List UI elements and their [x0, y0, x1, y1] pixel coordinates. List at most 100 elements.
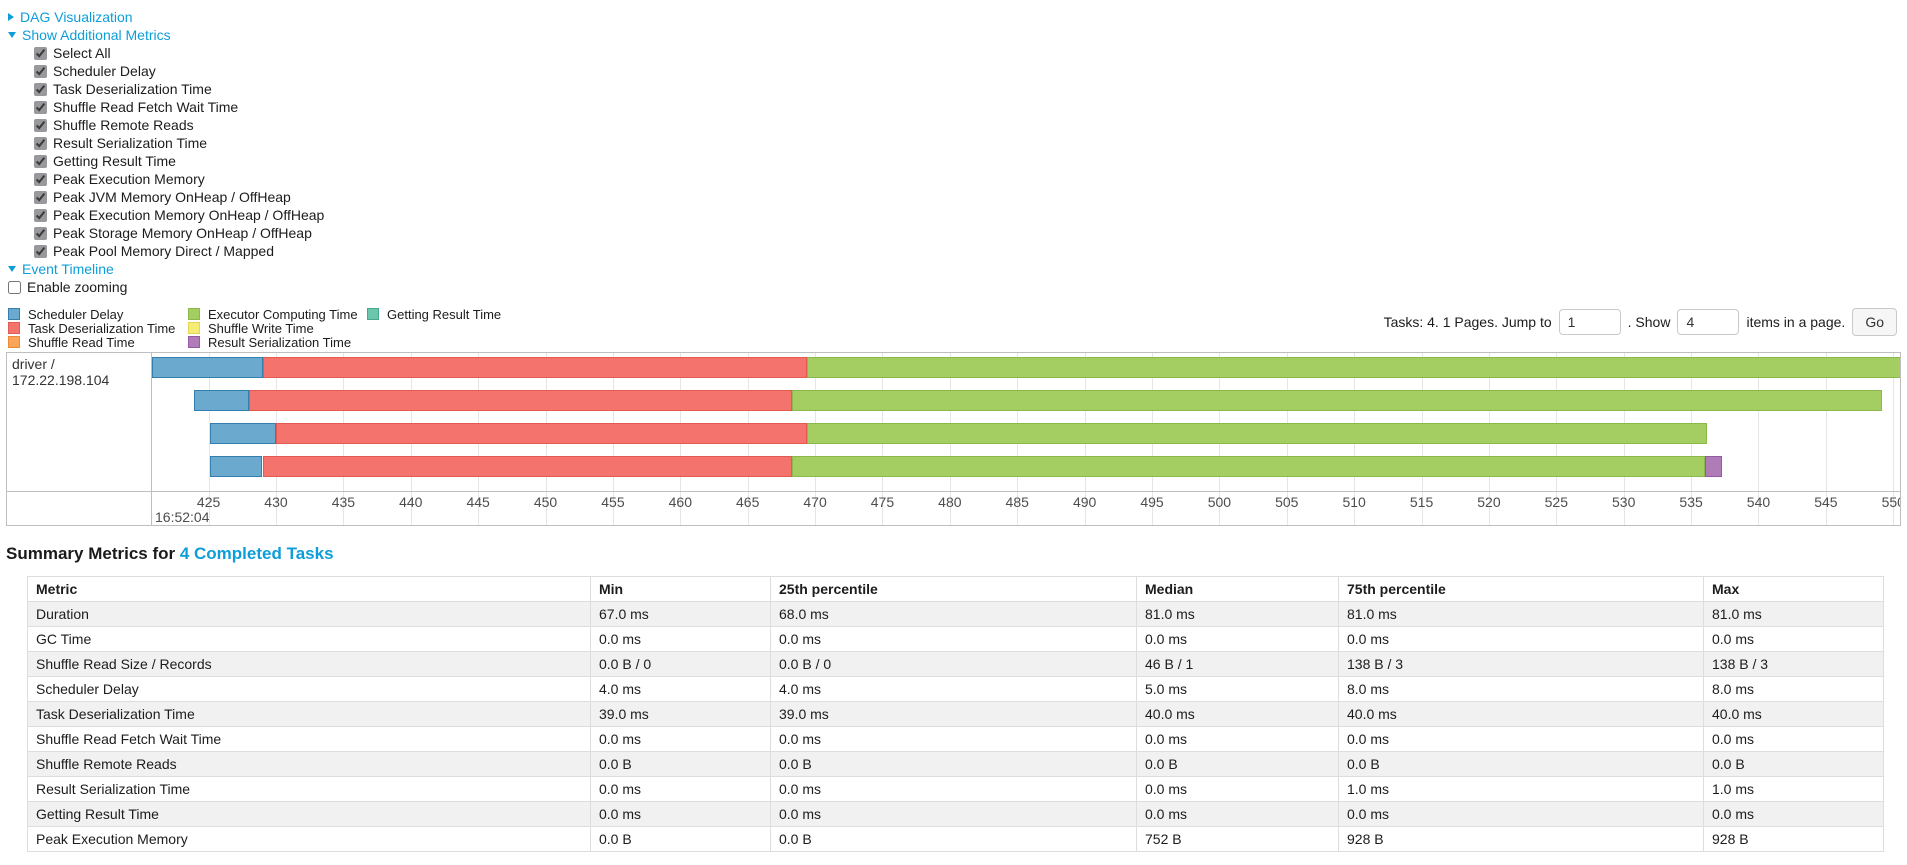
metric-checkbox[interactable]	[34, 136, 47, 150]
metric-checkbox-label: Scheduler Delay	[53, 63, 156, 79]
event-timeline-toggle[interactable]: Event Timeline	[8, 261, 114, 277]
shuffle-write-swatch-icon	[188, 322, 200, 334]
table-header-cell: Metric	[27, 576, 591, 602]
gridline	[1556, 353, 1558, 491]
legend-column: Scheduler Delay Task Deserialization Time…	[8, 307, 175, 350]
gridline	[1758, 353, 1760, 491]
metric-checkbox-row: Peak JVM Memory OnHeap / OffHeap	[8, 188, 1907, 206]
items-per-page-input[interactable]	[1677, 309, 1740, 335]
gridline	[1084, 492, 1086, 525]
task-bar-segment-scheduler-delay[interactable]	[209, 423, 276, 444]
task-bar-segment-task-deserialization[interactable]	[262, 357, 807, 378]
table-cell: 0.0 B	[1703, 751, 1884, 777]
timeline-plot-area	[152, 353, 1900, 491]
task-bar-segment-executor-computing[interactable]	[806, 357, 1900, 378]
table-cell: Shuffle Read Size / Records	[27, 651, 591, 677]
table-cell: 0.0 ms	[770, 726, 1137, 752]
metric-checkbox[interactable]	[34, 46, 47, 60]
table-row: Shuffle Read Fetch Wait Time 0.0 ms 0.0 ms…	[27, 726, 1884, 752]
table-row: Peak Execution Memory 0.0 B 0.0 B 752 B 928 …	[27, 826, 1884, 852]
table-cell: 39.0 ms	[770, 701, 1137, 727]
gridline	[1354, 492, 1356, 525]
metric-checkbox[interactable]	[34, 244, 47, 258]
axis-tick-label: 445	[466, 494, 490, 510]
metric-checkbox[interactable]	[34, 190, 47, 204]
task-bar-segment-executor-computing[interactable]	[792, 390, 1883, 411]
axis-tick-label: 440	[399, 494, 423, 510]
axis-tick-label: 525	[1544, 494, 1569, 510]
gridline	[815, 353, 817, 491]
enable-zooming-checkbox[interactable]	[8, 280, 21, 294]
metric-checkbox[interactable]	[34, 118, 47, 132]
table-cell: 1.0 ms	[1338, 776, 1704, 802]
metric-checkbox[interactable]	[34, 82, 47, 96]
metric-checkbox[interactable]	[34, 154, 47, 168]
table-cell: 40.0 ms	[1136, 701, 1339, 727]
metric-checkbox-label: Peak JVM Memory OnHeap / OffHeap	[53, 189, 291, 205]
metric-checkbox-label: Peak Storage Memory OnHeap / OffHeap	[53, 225, 312, 241]
gridline	[612, 353, 614, 491]
completed-tasks-link[interactable]: 4 Completed Tasks	[179, 544, 334, 563]
table-header-cell: 25th percentile	[770, 576, 1137, 602]
summary-title-prefix: Summary Metrics for	[6, 544, 180, 563]
task-bar-segment-task-deserialization[interactable]	[249, 390, 793, 411]
executor-row-label: driver / 172.22.198.104	[7, 353, 152, 491]
axis-tick-label: 435	[331, 494, 356, 510]
pagination-prefix-text: Tasks: 4. 1 Pages. Jump to	[1383, 314, 1552, 330]
gridline	[612, 492, 614, 525]
metric-checkbox[interactable]	[34, 226, 47, 240]
table-row: Scheduler Delay 4.0 ms 4.0 ms 5.0 ms 8.0 ms 8…	[27, 676, 1884, 702]
table-cell: 0.0 B / 0	[590, 651, 771, 677]
timeline-controls-panel: DAG Visualization Show Additional Metric…	[0, 0, 1907, 296]
axis-tick-label: 450	[533, 494, 558, 510]
gridline	[680, 353, 682, 491]
metric-checkbox-label: Shuffle Read Fetch Wait Time	[53, 99, 239, 115]
task-bar-segment-scheduler-delay[interactable]	[209, 456, 263, 477]
task-bar-segment-executor-computing[interactable]	[792, 456, 1705, 477]
metric-checkbox-label: Getting Result Time	[53, 153, 176, 169]
table-cell: 0.0 ms	[770, 776, 1137, 802]
metric-checkbox[interactable]	[34, 100, 47, 114]
gridline	[1825, 353, 1827, 491]
task-bar-segment-task-deserialization[interactable]	[275, 423, 807, 444]
table-cell: 0.0 ms	[1338, 626, 1704, 652]
task-bar-segment-executor-computing[interactable]	[806, 423, 1708, 444]
axis-tick-label: 465	[736, 494, 760, 510]
gridline	[478, 353, 480, 491]
table-cell: 5.0 ms	[1136, 676, 1339, 702]
jump-to-page-input[interactable]	[1558, 309, 1621, 335]
task-bar-segment-scheduler-delay[interactable]	[193, 390, 250, 411]
table-row: Getting Result Time 0.0 ms 0.0 ms 0.0 ms 0.0…	[27, 801, 1884, 827]
gridline	[949, 492, 951, 525]
table-cell: 0.0 B	[590, 826, 771, 852]
metric-checkbox[interactable]	[34, 208, 47, 222]
table-cell: 4.0 ms	[770, 676, 1137, 702]
task-bar-segment-task-deserialization[interactable]	[262, 456, 793, 477]
axis-tick-label: 500	[1207, 494, 1232, 510]
dag-visualization-toggle[interactable]: DAG Visualization	[8, 9, 133, 25]
legend-item: Task Deserialization Time	[8, 321, 175, 336]
table-cell: 0.0 ms	[1703, 801, 1884, 827]
gridline	[747, 492, 749, 525]
metric-checkbox-label: Peak Execution Memory OnHeap / OffHeap	[53, 207, 325, 223]
metric-checkbox[interactable]	[34, 64, 47, 78]
gridline	[545, 492, 547, 525]
show-additional-metrics-toggle[interactable]: Show Additional Metrics	[8, 27, 171, 43]
metric-checkbox-row: Task Deserialization Time	[8, 80, 1907, 98]
table-row: Task Deserialization Time 39.0 ms 39.0 ms 4…	[27, 701, 1884, 727]
table-cell: Scheduler Delay	[27, 676, 591, 702]
table-cell: 0.0 ms	[1703, 626, 1884, 652]
axis-tick-label: 550	[1881, 494, 1900, 510]
axis-tick-label: 480	[938, 494, 962, 510]
go-button[interactable]: Go	[1852, 308, 1897, 336]
task-bar-segment-result-serialization[interactable]	[1704, 456, 1723, 477]
metric-checkbox[interactable]	[34, 172, 47, 186]
axis-tick-label: 495	[1140, 494, 1164, 510]
table-cell: 138 B / 3	[1338, 651, 1704, 677]
gridline	[1825, 492, 1827, 525]
table-cell: Duration	[27, 601, 591, 627]
gridline	[343, 353, 345, 491]
gridline	[1017, 353, 1019, 491]
gridline	[1691, 492, 1693, 525]
task-bar-segment-scheduler-delay[interactable]	[152, 357, 263, 378]
